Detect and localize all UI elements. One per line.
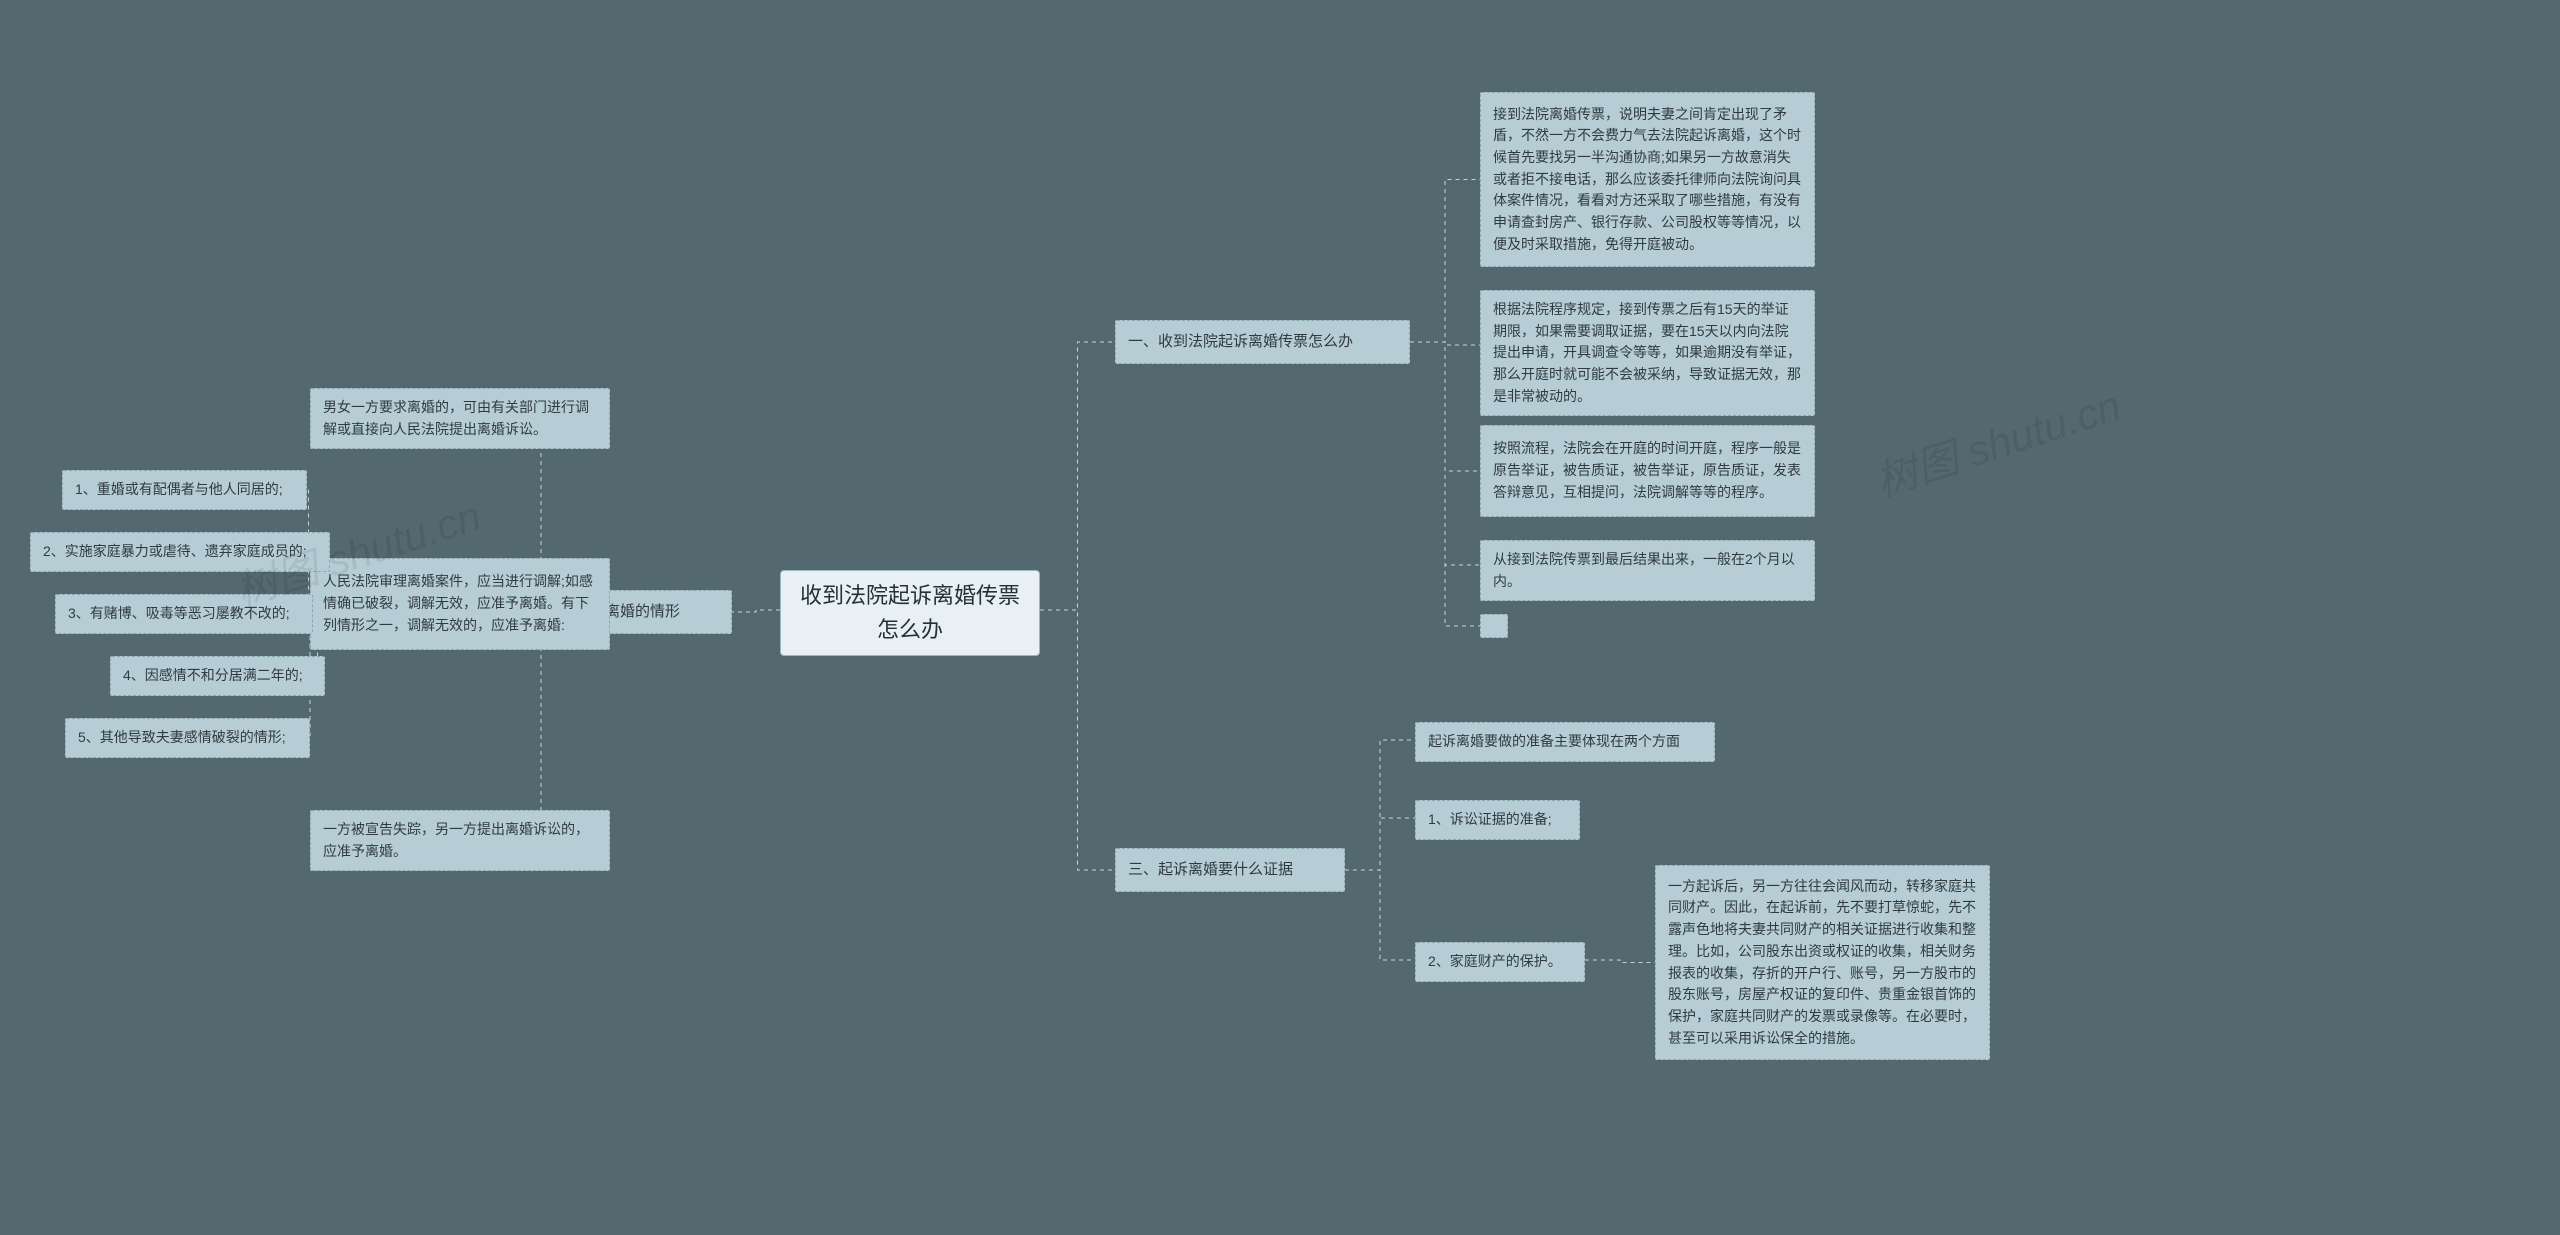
watermark: 树图 shutu.cn xyxy=(1867,372,2128,509)
mindmap-node: 1、诉讼证据的准备; xyxy=(1415,800,1580,840)
mindmap-node: 三、起诉离婚要什么证据 xyxy=(1115,848,1345,892)
mindmap-node: 接到法院离婚传票，说明夫妻之间肯定出现了矛盾，不然一方不会费力气去法院起诉离婚，… xyxy=(1480,92,1815,267)
mindmap-root: 收到法院起诉离婚传票怎么办 xyxy=(780,570,1040,656)
mindmap-node: 按照流程，法院会在开庭的时间开庭，程序一般是原告举证，被告质证，被告举证，原告质… xyxy=(1480,425,1815,517)
mindmap-node: 一、收到法院起诉离婚传票怎么办 xyxy=(1115,320,1410,364)
mindmap-node: 1、重婚或有配偶者与他人同居的; xyxy=(62,470,307,510)
mindmap-node: 2、实施家庭暴力或虐待、遗弃家庭成员的; xyxy=(30,532,330,572)
mindmap-node: 从接到法院传票到最后结果出来，一般在2个月以内。 xyxy=(1480,540,1815,601)
mindmap-canvas: 收到法院起诉离婚传票怎么办 一、收到法院起诉离婚传票怎么办 接到法院离婚传票，说明夫… xyxy=(0,0,2560,1235)
mindmap-node: 人民法院审理离婚案件，应当进行调解;如感情确已破裂，调解无效，应准予离婚。有下列… xyxy=(310,558,610,650)
mindmap-node: 一方被宣告失踪，另一方提出离婚诉讼的，应准予离婚。 xyxy=(310,810,610,871)
mindmap-node: 男女一方要求离婚的，可由有关部门进行调解或直接向人民法院提出离婚诉讼。 xyxy=(310,388,610,449)
mindmap-node: 根据法院程序规定，接到传票之后有15天的举证期限，如果需要调取证据，要在15天以… xyxy=(1480,290,1815,416)
mindmap-node: 3、有赌博、吸毒等恶习屡教不改的; xyxy=(55,594,313,634)
mindmap-node: 5、其他导致夫妻感情破裂的情形; xyxy=(65,718,310,758)
mindmap-node: 起诉离婚要做的准备主要体现在两个方面 xyxy=(1415,722,1715,762)
mindmap-node: 一方起诉后，另一方往往会闻风而动，转移家庭共同财产。因此，在起诉前，先不要打草惊… xyxy=(1655,865,1990,1060)
mindmap-node xyxy=(1480,614,1508,638)
mindmap-node: 2、家庭财产的保护。 xyxy=(1415,942,1585,982)
mindmap-node: 4、因感情不和分居满二年的; xyxy=(110,656,325,696)
